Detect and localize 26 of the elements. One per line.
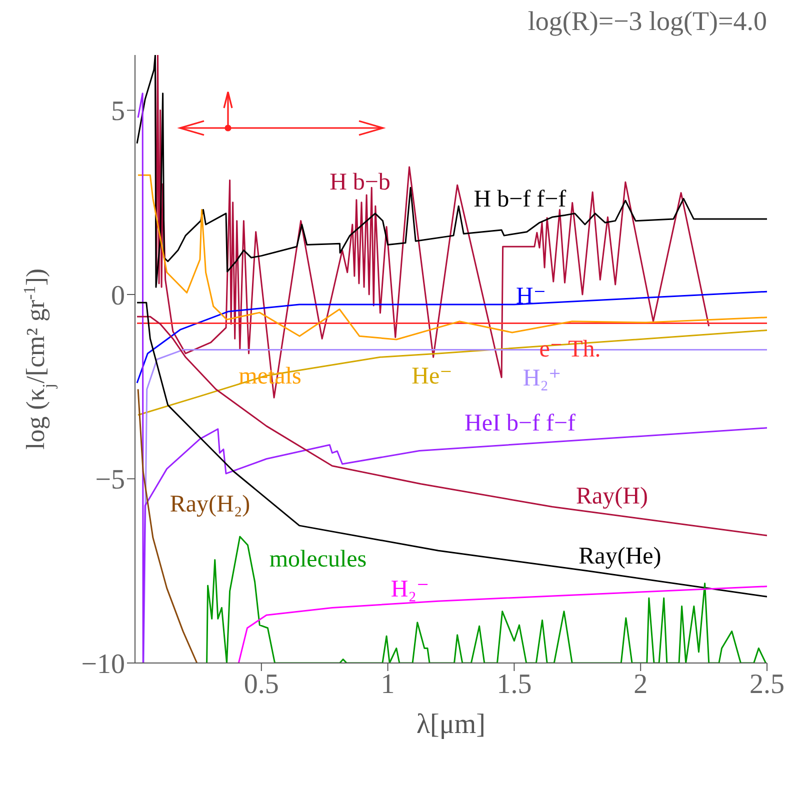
x-tick-label: 1.5 [496,668,532,700]
series-label: Ray(H) [576,484,648,510]
y-tick-label: 5 [111,96,125,128]
y-tick-label: −10 [81,648,125,680]
chart-title: log(R)=−3 log(T)=4.0 [528,6,767,36]
x-tick-label: 1 [380,668,395,700]
x-tick-label: 0.5 [244,668,279,700]
line-series [136,55,767,288]
series-label: H b−b [330,170,390,196]
line-series [137,92,767,663]
series-label: Ray(He) [578,544,662,570]
x-tick-label: 2 [634,668,648,700]
series-label: H₂⁻ [390,576,430,603]
series-label: He⁻ [412,364,452,390]
x-axis-title: λ[μm] [416,709,486,740]
x-tick-label: 2.5 [750,668,784,700]
series-label: molecules [269,546,367,573]
series-label: HeI b−f f−f [464,410,576,437]
series-label: H₂⁺ [522,366,562,392]
series-label: Ray(H₂) [170,492,250,518]
line-series [137,174,767,340]
y-tick-label: −5 [95,464,125,496]
y-tick-label: 0 [111,280,125,312]
series-label: H⁻ [516,284,546,310]
line-series [206,536,766,663]
series-label: H b−f f−f [474,186,566,213]
